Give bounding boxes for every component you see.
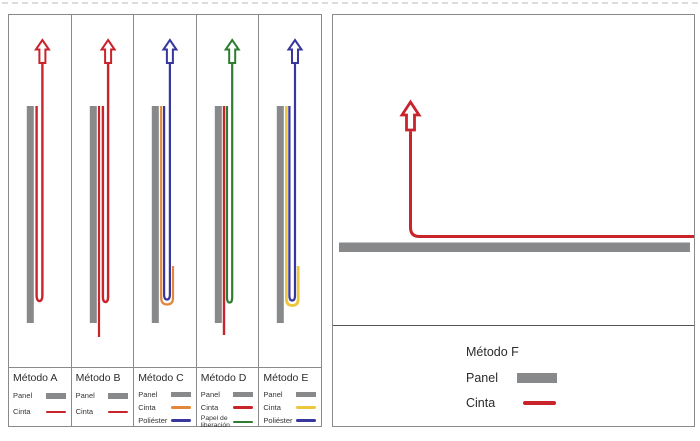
method-title: Método B — [75, 372, 121, 384]
method-a-column: Método A Panel Cinta — [9, 15, 72, 426]
polyester-path — [288, 63, 297, 302]
legend-label: Cinta — [13, 407, 31, 417]
legend-row-panel: Panel — [201, 388, 254, 401]
panel-swatch — [295, 391, 316, 398]
panel-swatch — [517, 373, 557, 383]
method-title: Método A — [13, 372, 58, 384]
method-b-column: Método B Panel Cinta — [71, 15, 135, 426]
panel-swatch — [233, 391, 254, 398]
tape-path — [285, 106, 300, 307]
panel-bar — [151, 106, 159, 323]
tape-path — [160, 106, 175, 306]
pull-arrow-icon — [99, 38, 117, 64]
method-title: Método E — [263, 372, 309, 384]
legend-row-cinta: Cinta — [138, 401, 191, 414]
pull-arrow-icon — [223, 38, 241, 64]
legend-label: Panel — [75, 391, 95, 401]
method-e-diagram — [259, 15, 321, 367]
panel-swatch — [45, 393, 66, 399]
tape-swatch — [108, 410, 129, 414]
method-c-diagram — [134, 15, 196, 367]
method-f-diagram — [339, 99, 694, 252]
legend-row-poliester: Poliéster — [263, 414, 316, 427]
method-b-legend: Método B Panel Cinta — [71, 367, 134, 426]
method-title: Método C — [138, 372, 184, 384]
method-a-legend: Método A Panel Cinta — [9, 367, 71, 426]
legend-label: Poliéster — [263, 415, 293, 425]
release-paper-swatch — [233, 420, 254, 424]
method-c-legend: Método C Panel Cinta Poliéster — [134, 367, 196, 427]
pull-arrow-icon — [286, 38, 304, 64]
method-d-legend: Método D Panel Cinta Papel de liberación — [196, 367, 259, 430]
legend-row-panel: Panel — [76, 388, 129, 404]
legend-separator — [333, 325, 694, 326]
legend-label: Panel — [200, 389, 220, 399]
legend-label: Panel — [263, 389, 283, 399]
legend-row-cinta: Cinta — [263, 401, 316, 414]
tape-path — [409, 131, 694, 238]
legend-label: Papel de liberación — [200, 414, 230, 429]
tape-swatch — [233, 406, 254, 409]
tape-path — [101, 63, 109, 304]
method-a-diagram — [9, 15, 71, 367]
method-f-panel: Método F Panel Cinta — [332, 14, 695, 427]
method-title: Método D — [200, 372, 247, 384]
methods-a-e-panel: Método A Panel Cinta Método B Panel — [8, 14, 322, 429]
legend-row-panel: Panel — [263, 388, 316, 401]
legend-label: Cinta — [263, 402, 281, 412]
panel-bar — [214, 106, 222, 323]
method-d-diagram — [197, 15, 259, 367]
panel-swatch — [108, 393, 129, 399]
panel-bar — [89, 106, 97, 323]
legend-label: Panel — [13, 391, 33, 401]
tape-swatch — [170, 406, 191, 409]
pull-arrow-icon — [34, 38, 51, 64]
polyester-swatch — [170, 419, 191, 422]
release-paper-path — [225, 63, 234, 304]
method-d-column: Método D Panel Cinta Papel de liberación — [196, 15, 260, 429]
legend-row-poliester: Poliéster — [138, 414, 191, 427]
pull-arrow-icon — [399, 99, 422, 132]
legend-label: Poliéster — [138, 415, 168, 425]
tape-swatch — [295, 406, 316, 409]
method-e-column: Método E Panel Cinta Poliéster — [259, 15, 321, 426]
pull-arrow-icon — [161, 38, 179, 64]
method-e-legend: Método E Panel Cinta Poliéster — [259, 367, 321, 427]
legend-label: Cinta — [138, 402, 156, 412]
method-b-diagram — [72, 15, 134, 367]
panel-bar — [277, 106, 285, 323]
legend-label: Panel — [138, 389, 158, 399]
legend-row-panel: Panel — [13, 388, 66, 404]
legend-row-panel: Panel — [138, 388, 191, 401]
legend-row-papel-liberacion: Papel de liberación — [201, 414, 254, 430]
panel-bar — [26, 106, 34, 323]
legend-label: Panel — [466, 371, 498, 385]
legend-row-cinta: Cinta — [201, 401, 254, 414]
scan-artifact-dashed-line — [2, 2, 698, 4]
method-c-column: Método C Panel Cinta Poliéster — [134, 15, 197, 426]
legend-label: Cinta — [466, 396, 496, 410]
panel-bar — [339, 242, 690, 252]
tape-swatch — [523, 401, 556, 405]
panel-swatch — [170, 391, 191, 398]
polyester-swatch — [295, 419, 316, 422]
method-title: Método F — [466, 345, 519, 359]
legend-row-cinta: Cinta — [76, 404, 129, 420]
tape-swatch — [45, 410, 66, 414]
tape-path — [35, 63, 44, 303]
legend-label: Cinta — [75, 407, 94, 417]
legend-label: Cinta — [200, 402, 219, 412]
polyester-path — [163, 63, 172, 301]
legend-row-cinta: Cinta — [13, 404, 66, 420]
